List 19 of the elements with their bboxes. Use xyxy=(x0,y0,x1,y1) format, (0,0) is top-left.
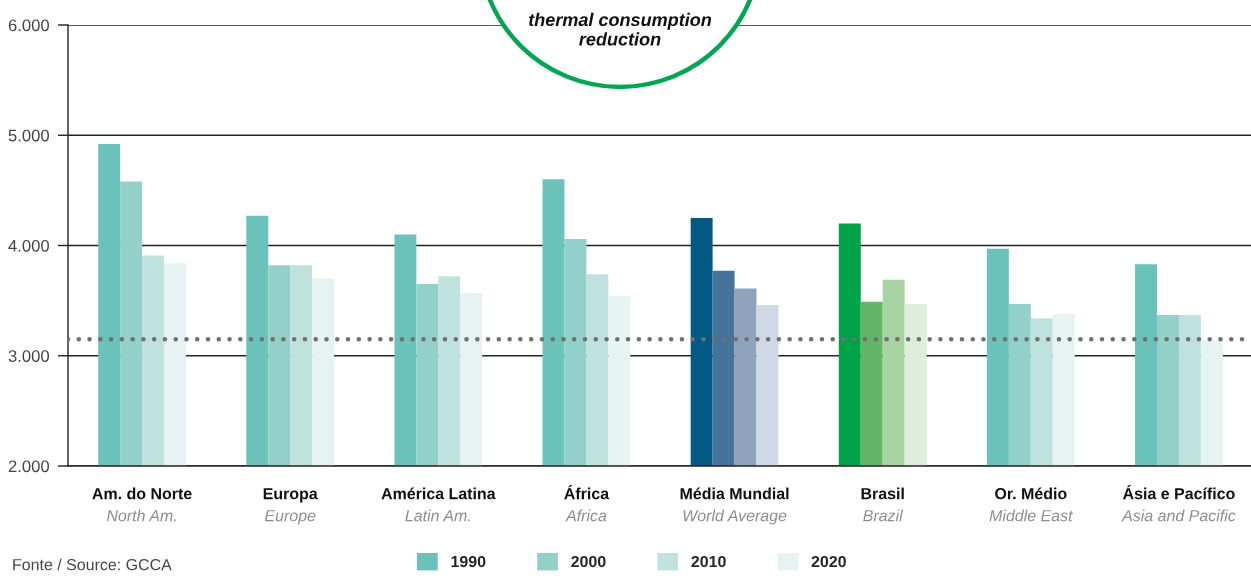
x-tick-label: Europa Europe xyxy=(263,488,318,525)
y-tick-label: 5.000 xyxy=(8,129,50,142)
annotation: thermal consumption reduction xyxy=(528,12,712,46)
legend-label: 2010 xyxy=(691,555,726,568)
legend-label: 1990 xyxy=(451,555,486,568)
x-tick-label: África Africa xyxy=(564,484,610,522)
x-tick-label: América Latina Latin Am. xyxy=(381,487,496,522)
source-note: Fonte / Source: GCCA xyxy=(13,558,172,571)
x-tick-label: Or. Médio Middle East xyxy=(989,487,1074,522)
y-tick-label: 6.000 xyxy=(8,19,50,32)
y-tick-label: 3.000 xyxy=(8,350,50,362)
x-tick-label: Média Mundial World Average xyxy=(680,487,789,525)
x-tick-label: Am. do Norte North Am. xyxy=(92,487,192,522)
legend-label: 2000 xyxy=(571,555,606,568)
y-tick-label: 2.000 xyxy=(8,460,50,473)
legend-label: 2020 xyxy=(811,555,846,568)
y-tick-label: 4.000 xyxy=(8,239,50,252)
x-tick-label: Brasil Brazil xyxy=(861,487,904,522)
x-tick-label: Ásia e Pacífico Asia and Pacific xyxy=(1121,484,1236,522)
